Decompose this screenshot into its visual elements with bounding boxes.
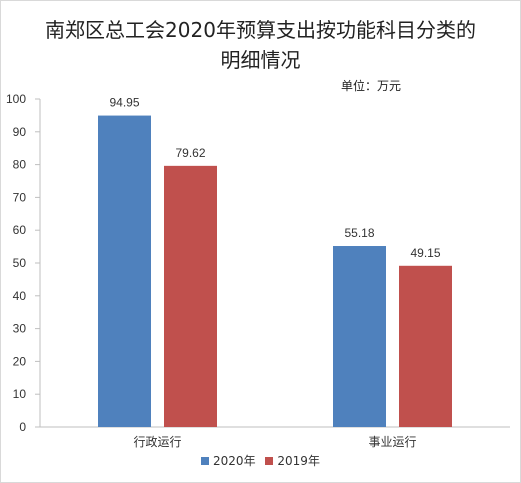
legend-swatch-2020	[201, 456, 210, 465]
bar-2020年-行政运行	[98, 115, 151, 428]
data-label: 49.15	[410, 246, 440, 260]
bar-2019年-事业运行	[399, 265, 452, 427]
chart-title-line-1: 南郑区总工会2020年预算支出按功能科目分类的	[45, 18, 476, 42]
y-tick-label: 20	[13, 354, 27, 368]
bar-2020年-事业运行	[333, 246, 386, 427]
legend-item-2019: 2019年	[265, 452, 320, 469]
data-label: 55.18	[344, 226, 374, 240]
y-tick-label: 30	[13, 322, 27, 336]
legend-item-2020: 2020年	[201, 452, 256, 469]
legend-label-2019: 2019年	[277, 454, 320, 468]
y-tick-label: 50	[13, 256, 27, 270]
data-label: 79.62	[175, 146, 205, 160]
x-category-label: 行政运行	[133, 435, 181, 449]
y-tick-label: 0	[19, 420, 26, 434]
y-tick-label: 40	[13, 289, 27, 303]
legend-label-2020: 2020年	[213, 454, 256, 468]
y-tick-label: 60	[13, 223, 27, 237]
y-tick-label: 100	[6, 92, 26, 106]
unit-label: 单位：万元	[340, 79, 401, 93]
x-category-label: 事业运行	[368, 435, 416, 449]
y-tick-label: 90	[13, 125, 27, 139]
y-tick-label: 80	[13, 158, 27, 172]
bar-2019年-行政运行	[164, 165, 217, 427]
y-tick-label: 70	[13, 190, 27, 204]
legend-swatch-2019	[265, 456, 274, 465]
data-label: 94.95	[109, 96, 139, 110]
chart-title-line-2: 明细情况	[220, 48, 301, 72]
y-tick-label: 10	[13, 387, 27, 401]
legend: 2020年 2019年	[0, 452, 521, 469]
